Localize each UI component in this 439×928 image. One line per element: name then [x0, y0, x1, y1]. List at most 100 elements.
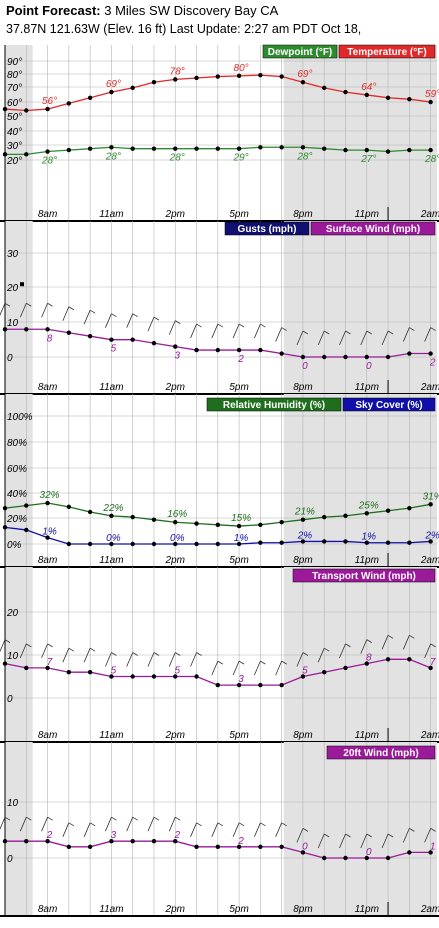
x-tick-label: 5pm	[229, 382, 248, 393]
data-label: 59°	[425, 89, 439, 100]
data-point	[322, 855, 327, 861]
x-tick-label: 5pm	[229, 209, 248, 220]
x-tick-label: 11pm	[355, 730, 379, 741]
forecast-location: 3 Miles SW Discovery Bay CA	[100, 3, 279, 18]
wind-barb	[19, 816, 32, 832]
night-shade	[5, 45, 33, 221]
data-point	[364, 661, 369, 666]
wind-barb	[147, 316, 160, 332]
legend-swatch	[326, 745, 436, 760]
wind-barb	[424, 643, 436, 659]
data-point	[385, 149, 391, 154]
wind-barb	[275, 822, 287, 837]
data-label: 27°	[360, 154, 376, 165]
night-shade	[283, 221, 437, 394]
data-point	[385, 95, 391, 100]
data-point	[130, 85, 135, 91]
wind-barb	[211, 323, 224, 339]
x-tick-label: 2am	[420, 904, 439, 915]
data-point	[258, 347, 263, 353]
data-point	[300, 539, 306, 544]
data-point	[258, 522, 263, 527]
night-shade	[283, 742, 437, 916]
data-point	[109, 674, 114, 679]
data-point	[279, 351, 284, 356]
data-point	[194, 75, 199, 81]
data-point	[407, 657, 412, 662]
wind-barb	[360, 833, 372, 849]
y-tick-label: 20	[6, 283, 19, 294]
legend-label: Dewpoint (°F)	[268, 47, 333, 58]
wind-barb	[168, 320, 181, 335]
forecast-title: Point Forecast: 3 Miles SW Discovery Bay…	[6, 3, 278, 18]
x-tick-label: 2pm	[165, 730, 185, 741]
data-point	[215, 522, 221, 527]
data-point	[258, 540, 263, 545]
data-point	[236, 844, 242, 849]
wind-barb	[296, 828, 309, 843]
x-tick-label: 2am	[420, 555, 439, 566]
data-point	[279, 74, 284, 79]
data-label: 0	[302, 361, 308, 372]
wind-barb	[190, 323, 202, 339]
data-point	[24, 839, 29, 844]
data-point	[258, 145, 263, 150]
data-point	[215, 541, 221, 547]
data-label: 5	[174, 666, 180, 677]
wind-barb	[254, 822, 266, 837]
data-point	[194, 844, 199, 849]
data-label: 21%	[294, 507, 315, 518]
y-tick-label: 20	[6, 608, 19, 619]
legend-label: Gusts (mph)	[238, 224, 297, 235]
data-point	[236, 541, 242, 547]
legend-label: Sky Cover (%)	[355, 400, 422, 411]
data-point	[322, 539, 327, 544]
wind-barb	[83, 647, 96, 663]
data-point	[66, 504, 72, 510]
data-point	[364, 511, 369, 516]
data-point	[236, 347, 242, 353]
data-point	[66, 330, 72, 335]
data-point	[45, 535, 50, 540]
data-label: 32%	[40, 490, 60, 501]
data-point	[407, 505, 412, 511]
data-point	[300, 850, 306, 855]
data-label: 7	[430, 657, 436, 668]
x-tick-label: 2pm	[165, 382, 185, 393]
data-point	[109, 541, 114, 547]
data-point	[428, 502, 433, 507]
night-shade	[5, 567, 33, 742]
x-tick-label: 5pm	[229, 555, 248, 566]
data-point	[24, 503, 29, 508]
legend-swatch	[292, 568, 436, 583]
data-point	[279, 540, 284, 545]
data-point	[45, 106, 50, 112]
wind-barb	[317, 647, 330, 663]
data-label: 16%	[167, 509, 187, 520]
x-tick-label: 8am	[38, 904, 57, 915]
night-shade	[283, 45, 437, 221]
data-point	[66, 541, 72, 547]
x-tick-label: 11am	[99, 730, 123, 741]
y-tick-label: 80%	[7, 438, 27, 449]
data-point	[407, 850, 412, 855]
data-point	[109, 145, 114, 150]
wind-barb	[147, 652, 160, 667]
data-point	[151, 80, 157, 85]
data-label: 7	[47, 657, 53, 668]
data-point	[215, 844, 221, 849]
x-tick-label: 8pm	[293, 209, 312, 220]
data-point	[428, 351, 433, 356]
data-point	[364, 92, 369, 98]
data-point	[279, 145, 284, 150]
data-point	[109, 513, 114, 519]
x-tick-label: 8pm	[293, 555, 312, 566]
y-tick-label: 10	[7, 318, 19, 329]
data-point	[87, 95, 93, 100]
wind-barb	[19, 643, 32, 659]
x-tick-label: 11pm	[355, 209, 379, 220]
data-point	[279, 844, 284, 849]
data-point	[322, 146, 327, 151]
night-shade	[283, 567, 437, 742]
